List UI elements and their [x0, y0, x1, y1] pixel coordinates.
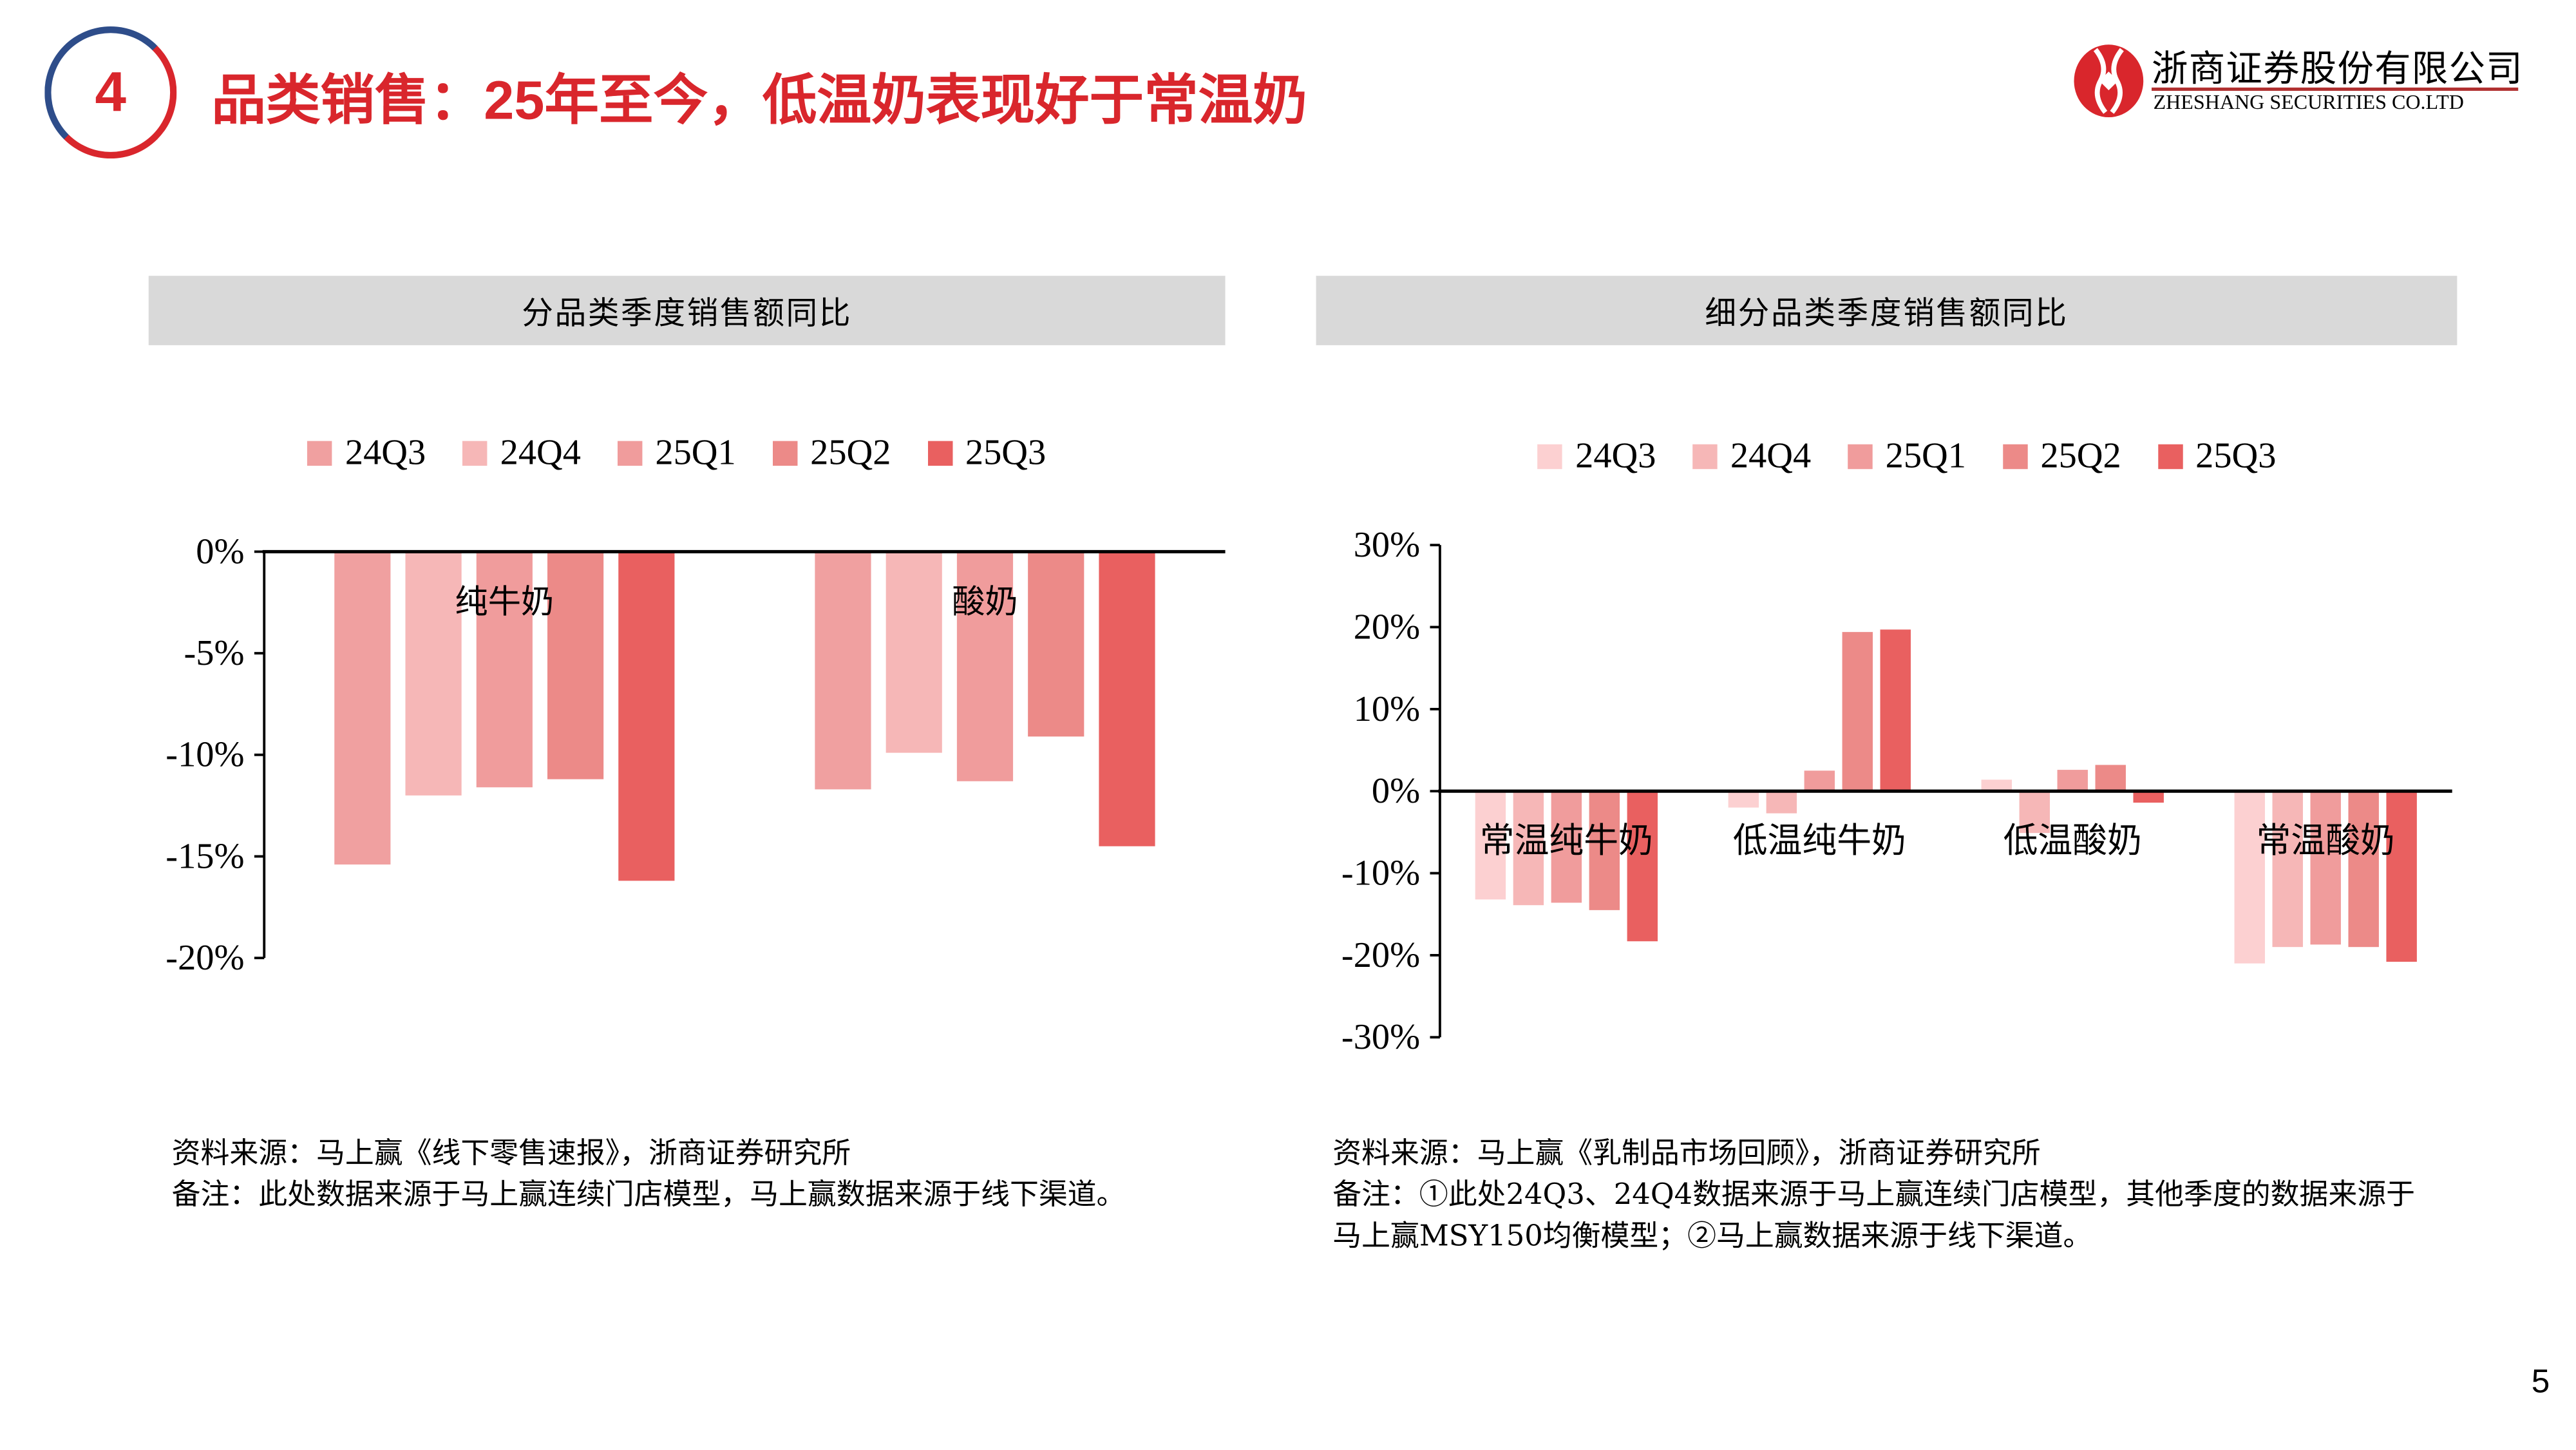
legend-swatch: [1847, 443, 1873, 468]
y-tick-label: -15%: [166, 836, 244, 876]
bar-25Q1-纯牛奶: [476, 551, 533, 788]
legend-swatch: [2157, 443, 2183, 468]
legend-swatch: [772, 440, 797, 465]
legend-label: 25Q3: [2195, 434, 2277, 476]
legend-swatch: [927, 440, 952, 465]
bar-24Q3-常温纯牛奶: [1475, 791, 1506, 900]
right-source: 资料来源：马上赢《乳制品市场回顾》，浙商证券研究所: [1332, 1138, 2041, 1171]
legend-swatch: [1537, 443, 1562, 468]
logo-chinese-name: 浙商证券股份有限公司: [2152, 49, 2523, 91]
bar-24Q3-低温酸奶: [1981, 779, 2012, 792]
y-tick-label: 0%: [196, 531, 244, 571]
category-label: 常温酸奶: [2257, 820, 2395, 861]
bar-25Q1-酸奶: [956, 551, 1014, 781]
legend-item-25Q3: 25Q3: [2157, 434, 2276, 477]
right-chart-title: 细分品类季度销售额同比: [1316, 276, 2458, 345]
bar-25Q2-低温纯牛奶: [1842, 632, 1873, 792]
bar-25Q3-酸奶: [1099, 551, 1155, 846]
legend-item-24Q3: 24Q3: [1537, 434, 1656, 477]
legend-item-24Q4: 24Q4: [462, 431, 581, 474]
legend-item-24Q4: 24Q4: [1692, 434, 1811, 477]
y-tick-label: -30%: [1341, 1017, 1420, 1057]
bar-25Q3-低温纯牛奶: [1880, 629, 1911, 792]
y-tick-label: -10%: [1341, 854, 1420, 893]
legend-item-25Q1: 25Q1: [1847, 434, 1967, 477]
y-tick-label: -20%: [166, 938, 244, 978]
bar-24Q4-常温纯牛奶: [1513, 791, 1544, 906]
legend-label: 25Q3: [965, 431, 1046, 473]
legend-label: 25Q1: [655, 431, 736, 473]
left-remark: 备注：此处数据来源于马上赢连续门店模型，马上赢数据来源于线下渠道。: [171, 1179, 1126, 1213]
legend-label: 25Q2: [810, 431, 891, 473]
bar-24Q3-常温酸奶: [2234, 791, 2265, 964]
y-tick-label: 20%: [1354, 607, 1420, 647]
bar-25Q1-常温酸奶: [2310, 791, 2341, 945]
bar-25Q1-低温酸奶: [2057, 770, 2088, 792]
legend-label: 25Q1: [1885, 434, 1967, 476]
category-label: 常温纯牛奶: [1480, 820, 1653, 861]
legend-item-25Q2: 25Q2: [772, 431, 891, 474]
legend-label: 24Q3: [1575, 434, 1656, 476]
right-remark: 备注：①此处24Q3、24Q4数据来源于马上赢连续门店模型，其他季度的数据来源于…: [1332, 1179, 2415, 1254]
bar-25Q1-低温纯牛奶: [1804, 770, 1835, 792]
bar-24Q4-纯牛奶: [405, 551, 462, 796]
y-tick-label: 30%: [1354, 525, 1420, 565]
bar-24Q3-酸奶: [815, 551, 871, 790]
legend-swatch: [2002, 443, 2027, 468]
left-chart-legend: 24Q3 24Q4 25Q1 25Q2 25Q3: [307, 431, 1083, 474]
legend-swatch: [1692, 443, 1718, 468]
category-label: 酸奶: [952, 582, 1018, 621]
page-number: 5: [2531, 1364, 2550, 1401]
legend-swatch: [307, 440, 332, 465]
left-source: 资料来源：马上赢《线下零售速报》，浙商证券研究所: [171, 1138, 851, 1171]
legend-item-24Q3: 24Q3: [307, 431, 426, 474]
bar-25Q1-常温纯牛奶: [1551, 791, 1582, 903]
bar-24Q3-纯牛奶: [334, 551, 391, 865]
legend-label: 24Q4: [1730, 434, 1812, 476]
bar-25Q3-常温酸奶: [2386, 791, 2417, 962]
section-number-badge: 4: [44, 26, 177, 159]
bar-25Q2-常温纯牛奶: [1589, 791, 1620, 910]
bar-25Q2-低温酸奶: [2095, 765, 2126, 792]
bar-25Q3-常温纯牛奶: [1627, 791, 1658, 942]
category-label: 低温酸奶: [2003, 820, 2142, 861]
bar-24Q4-低温酸奶: [2019, 791, 2050, 834]
page-title: 品类销售：25年至今，低温奶表现好于常温奶: [211, 69, 1308, 131]
bar-25Q2-常温酸奶: [2348, 791, 2379, 948]
legend-item-25Q2: 25Q2: [2002, 434, 2121, 477]
legend-item-25Q3: 25Q3: [927, 431, 1046, 474]
bar-24Q3-低温纯牛奶: [1728, 791, 1759, 808]
bar-24Q4-低温纯牛奶: [1766, 791, 1797, 814]
bar-25Q3-低温酸奶: [2133, 791, 2164, 803]
legend-label: 24Q3: [345, 431, 426, 473]
y-tick-label: -20%: [1341, 935, 1420, 975]
bar-24Q4-酸奶: [886, 551, 942, 753]
y-tick-label: 10%: [1354, 689, 1420, 729]
category-label: 低温纯牛奶: [1733, 820, 1906, 861]
bar-25Q2-纯牛奶: [547, 551, 604, 779]
legend-label: 24Q4: [500, 431, 582, 473]
company-logo: 浙商证券股份有限公司 ZHESHANG SECURITIES CO.LTD: [2072, 40, 2526, 126]
y-tick-label: -5%: [184, 633, 245, 673]
bar-25Q3-纯牛奶: [618, 551, 675, 881]
logo-emblem-icon: [2074, 44, 2144, 118]
bar-25Q2-酸奶: [1028, 551, 1084, 737]
bar-24Q4-常温酸奶: [2272, 791, 2303, 948]
y-tick-label: 0%: [1372, 771, 1420, 811]
right-source-notes: 资料来源：马上赢《乳制品市场回顾》，浙商证券研究所备注：①此处24Q3、24Q4…: [1332, 1135, 2430, 1259]
legend-swatch: [617, 440, 642, 465]
logo-english-name: ZHESHANG SECURITIES CO.LTD: [2153, 91, 2464, 114]
logo-divider: [2152, 87, 2519, 91]
category-label: 纯牛奶: [455, 582, 554, 621]
legend-item-25Q1: 25Q1: [617, 431, 736, 474]
y-tick-label: -10%: [166, 735, 244, 775]
left-source-notes: 资料来源：马上赢《线下零售速报》，浙商证券研究所备注：此处数据来源于马上赢连续门…: [172, 1135, 1204, 1217]
legend-label: 25Q2: [2040, 434, 2121, 476]
left-chart-title: 分品类季度销售额同比: [148, 276, 1226, 345]
right-chart-legend: 24Q3 24Q4 25Q1 25Q2 25Q3: [1537, 434, 2313, 477]
legend-swatch: [462, 440, 488, 465]
